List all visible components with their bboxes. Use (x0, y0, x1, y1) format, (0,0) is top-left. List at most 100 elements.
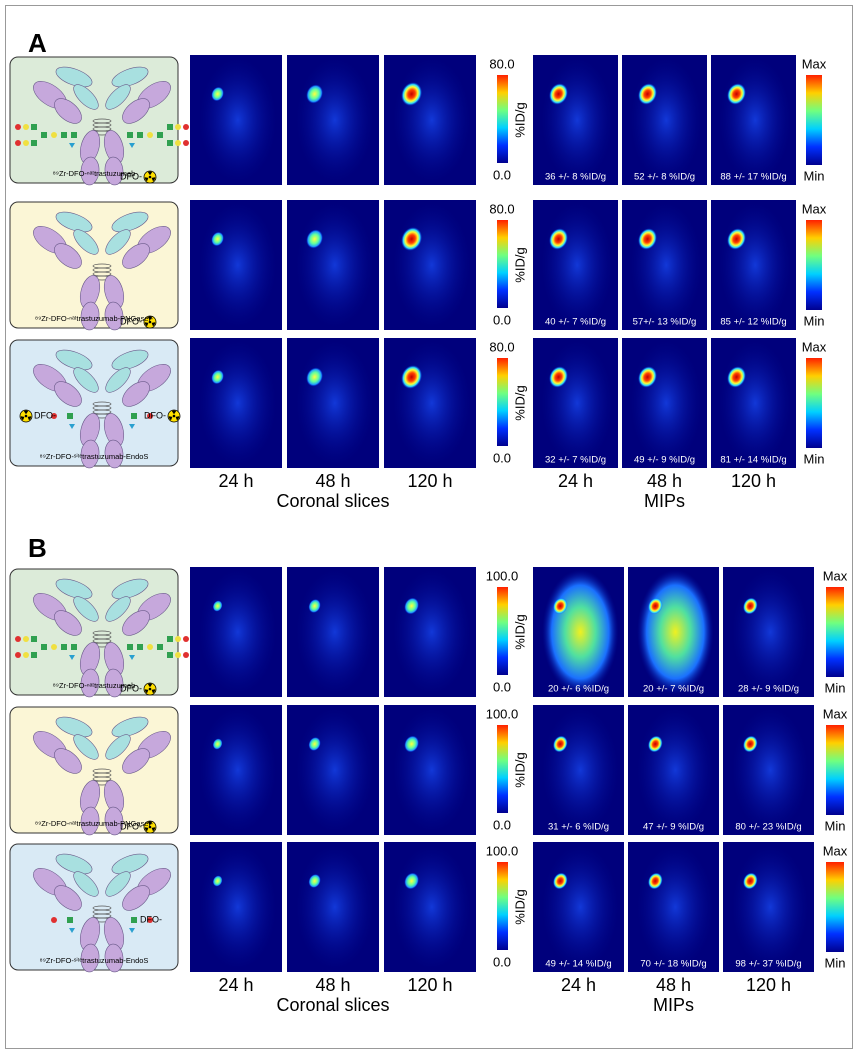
domain (80, 943, 100, 973)
glycan (129, 655, 135, 660)
time-label: 48 h (315, 471, 350, 491)
glycan (71, 644, 77, 650)
mip-value: 49 +/- 14 %ID/g (545, 959, 611, 970)
domain (104, 301, 124, 331)
colorbar (806, 358, 822, 448)
colorbar-min: Min (825, 955, 846, 970)
scan-hotspot (308, 599, 321, 613)
mip-value: 85 +/- 12 %ID/g (720, 317, 786, 328)
mip-value: 31 +/- 6 %ID/g (548, 822, 609, 833)
glycan (129, 424, 135, 429)
time-label: 24 h (218, 975, 253, 995)
glycan (167, 636, 173, 642)
scan-hotspot (647, 735, 663, 753)
glycan (15, 124, 21, 130)
figure-border (5, 5, 853, 1049)
radioactive-label (167, 409, 181, 423)
colorbar (806, 220, 822, 310)
scan-body (393, 844, 471, 970)
scan-hotspot (401, 82, 423, 106)
domain (80, 301, 100, 331)
scan-hotspot (552, 872, 568, 890)
glycan (69, 143, 75, 148)
caption: MIPs (653, 995, 694, 1015)
glycan (137, 644, 143, 650)
scan-body (393, 707, 471, 833)
glycan (183, 124, 189, 130)
glycan (51, 132, 57, 138)
glycan (167, 140, 173, 146)
scan-hotspot (549, 228, 568, 250)
colorbar-max: 80.0 (489, 339, 514, 354)
scan-hotspot (404, 872, 419, 890)
colorbar-max: Max (802, 201, 827, 216)
scan-hotspot (401, 227, 423, 251)
glycan (67, 413, 73, 419)
colorbar-max: 80.0 (489, 56, 514, 71)
scan-body (542, 707, 619, 833)
scan-hotspot (401, 365, 423, 389)
caption: Coronal slices (276, 491, 389, 511)
colorbar-max: Max (823, 706, 848, 721)
glycan (157, 132, 163, 138)
mip-value: 36 +/- 8 %ID/g (545, 172, 606, 183)
colorbar-unit: %ID/g (512, 614, 527, 649)
scan-hotspot (212, 738, 223, 750)
colorbar (497, 862, 508, 950)
scan-body (199, 57, 277, 183)
domain (55, 349, 93, 371)
glycan (147, 413, 153, 419)
glycan (67, 917, 73, 923)
scan-hotspot (647, 597, 663, 615)
scan-hotspot (647, 872, 663, 890)
time-label: 120 h (746, 975, 791, 995)
scan-hotspot (742, 872, 758, 890)
scan-hotspot (549, 83, 568, 105)
scan-body (630, 340, 702, 466)
construct-diagram: DFO-⁸⁹Zr-DFO-ⁿᵃᵗtrastuzumab (9, 56, 189, 186)
domain (105, 84, 131, 110)
glycan (175, 124, 181, 130)
domain (105, 596, 131, 622)
time-label: 24 h (561, 975, 596, 995)
scan-body (296, 707, 374, 833)
domain (54, 885, 82, 911)
scan-hotspot (552, 735, 568, 753)
colorbar-unit: %ID/g (512, 752, 527, 787)
domain (111, 349, 149, 371)
glycan (129, 928, 135, 933)
mip-value: 98 +/- 37 %ID/g (735, 959, 801, 970)
domain (73, 229, 99, 255)
caption: Coronal slices (276, 995, 389, 1015)
domain (122, 98, 150, 124)
colorbar-min: Min (804, 168, 825, 183)
domain (104, 943, 124, 973)
scan-hotspot (638, 228, 657, 250)
time-label: 48 h (647, 471, 682, 491)
glycan (131, 413, 137, 419)
colorbar-min: 0.0 (493, 167, 511, 182)
construct-label: ⁸⁹Zr-DFO-ⁿᵃᵗtrastuzumab-PNGaseF (35, 819, 154, 828)
colorbar (497, 220, 508, 308)
colorbar-max: Max (802, 339, 827, 354)
dfo-label: DFO- (140, 914, 162, 924)
time-label: 24 h (558, 471, 593, 491)
domain (80, 439, 100, 469)
construct-diagram: DFO-⁸⁹Zr-DFO-ⁿᵃᵗtrastuzumab-PNGaseF (9, 706, 179, 836)
domain (122, 885, 150, 911)
colorbar-min: 0.0 (493, 679, 511, 694)
colorbar-max: 100.0 (486, 843, 519, 858)
colorbar (497, 75, 508, 163)
glycan (71, 132, 77, 138)
time-label: 120 h (407, 471, 452, 491)
time-label: 120 h (407, 975, 452, 995)
glycan (167, 652, 173, 658)
scan-body (719, 57, 791, 183)
glycan (129, 143, 135, 148)
glycan (51, 644, 57, 650)
colorbar-min: Min (825, 818, 846, 833)
domain (105, 367, 131, 393)
dfo-label: DFO- (120, 683, 142, 693)
scan-hotspot (727, 83, 746, 105)
